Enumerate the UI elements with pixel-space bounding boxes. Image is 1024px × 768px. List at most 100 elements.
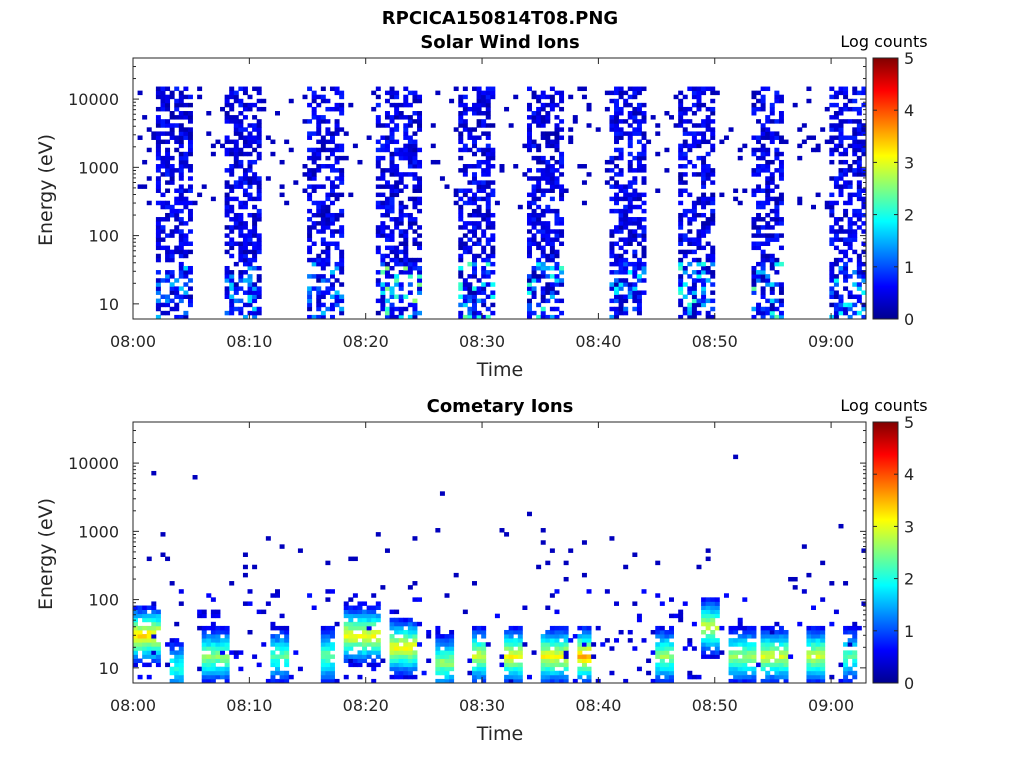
heatmap-cell [275, 634, 280, 639]
heatmap-cell [165, 233, 171, 238]
heatmap-cell [843, 662, 849, 668]
heatmap-cell [343, 625, 349, 631]
heatmap-cell [746, 674, 752, 680]
heatmap-cell [403, 131, 409, 136]
heatmap-cell [838, 139, 844, 145]
heatmap-cell [797, 196, 803, 202]
heatmap-cell [435, 650, 441, 655]
heatmap-cell [678, 172, 684, 177]
heatmap-cell [197, 666, 203, 672]
heatmap-cell [210, 629, 216, 635]
heatmap-cell [623, 298, 629, 304]
heatmap-cell [687, 642, 693, 647]
heatmap-cell [412, 581, 418, 586]
heatmap-cell [559, 629, 565, 635]
heatmap-cell [398, 310, 404, 316]
heatmap-cell [394, 106, 400, 112]
heatmap-cell [233, 164, 239, 169]
heatmap-cell [155, 180, 161, 185]
heatmap-cell [833, 314, 839, 320]
heatmap-cell [678, 274, 684, 279]
heatmap-cell [247, 139, 253, 145]
heatmap-cell [604, 106, 610, 112]
heatmap-cell [687, 221, 693, 226]
heatmap-cell [769, 253, 775, 259]
heatmap-cell [307, 237, 313, 242]
heatmap-cell [545, 282, 551, 287]
heatmap-cell [371, 90, 377, 96]
heatmap-cell [316, 184, 322, 189]
heatmap-cell [462, 168, 468, 173]
heatmap-cell [806, 629, 812, 635]
heatmap-cell [146, 605, 152, 610]
heatmap-cell [220, 638, 226, 643]
heatmap-cell [151, 642, 157, 647]
heatmap-cell [187, 188, 193, 193]
heatmap-cell [412, 257, 418, 263]
heatmap-cell [229, 106, 235, 112]
heatmap-cell [247, 106, 253, 112]
heatmap-cell [481, 172, 487, 177]
heatmap-cell [774, 90, 780, 96]
panel-1-heatmap [137, 86, 867, 320]
heatmap-cell [682, 106, 688, 112]
heatmap-cell [439, 658, 445, 664]
heatmap-cell [375, 139, 381, 145]
heatmap-cell [604, 180, 610, 185]
heatmap-cell [792, 576, 798, 582]
heatmap-cell [843, 625, 849, 631]
heatmap-cell [343, 642, 349, 647]
heatmap-cell [609, 90, 615, 96]
heatmap-cell [701, 204, 707, 210]
heatmap-cell [476, 98, 482, 104]
heatmap-cell [247, 298, 253, 304]
heatmap-cell [325, 290, 331, 295]
heatmap-cell [229, 208, 235, 214]
heatmap-cell [325, 208, 331, 214]
heatmap-cell [536, 241, 542, 246]
heatmap-cell [774, 237, 780, 242]
heatmap-cell [760, 638, 766, 643]
heatmap-cell [256, 192, 262, 198]
heatmap-cell [417, 270, 423, 275]
heatmap-cell [609, 184, 615, 189]
heatmap-cell [412, 164, 418, 169]
heatmap-cell [320, 94, 326, 100]
heatmap-cell [220, 658, 226, 664]
heatmap-cell [838, 237, 844, 242]
heatmap-cell [394, 127, 400, 132]
heatmap-cell [329, 629, 335, 635]
y-tick-label: 100 [88, 591, 119, 610]
colorbar-tick-label: 5 [904, 413, 914, 432]
heatmap-cell [636, 617, 642, 623]
heatmap-cell [861, 204, 867, 210]
heatmap-cell [618, 212, 624, 218]
heatmap-cell [375, 270, 381, 275]
heatmap-cell [137, 613, 143, 619]
heatmap-cell [664, 642, 670, 647]
heatmap-cell [760, 261, 766, 267]
heatmap-cell [238, 666, 244, 672]
heatmap-cell [733, 188, 739, 193]
heatmap-cell [137, 634, 143, 639]
heatmap-cell [398, 638, 404, 643]
heatmap-cell [710, 298, 716, 304]
heatmap-cell [554, 674, 560, 680]
heatmap-cell [623, 212, 629, 218]
y-tick-label: 1000 [78, 522, 119, 541]
heatmap-cell [856, 294, 862, 300]
heatmap-cell [797, 200, 803, 206]
heatmap-cell [165, 200, 171, 206]
heatmap-cell [559, 654, 565, 659]
heatmap-cell [412, 131, 418, 136]
heatmap-cell [797, 621, 803, 627]
heatmap-cell [838, 127, 844, 132]
heatmap-cell [247, 212, 253, 218]
heatmap-cell [678, 286, 684, 291]
heatmap-cell [536, 147, 542, 153]
heatmap-cell [183, 294, 189, 300]
heatmap-cell [146, 634, 152, 639]
heatmap-cell [655, 662, 661, 668]
heatmap-cell [380, 294, 386, 300]
heatmap-cell [169, 127, 175, 132]
